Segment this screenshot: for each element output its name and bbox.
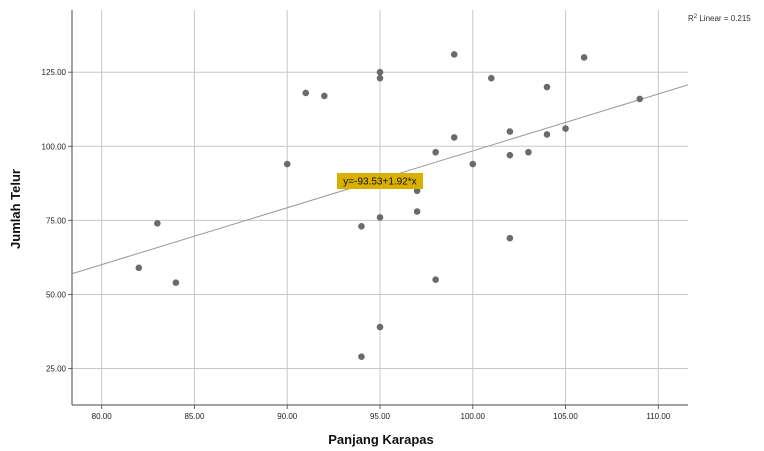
data-point (580, 54, 588, 61)
x-tick-labels: 80.00 85.00 90.00 95.00 100.00 105.00 110.00 (92, 412, 671, 421)
equation-label: y=-93.53+1.92*x (337, 173, 423, 189)
data-point (636, 95, 644, 103)
y-tick-label: 50.00 (46, 290, 67, 299)
data-point (450, 134, 458, 141)
data-point (358, 223, 365, 230)
x-tick-label: 95.00 (370, 412, 391, 421)
data-point (432, 276, 439, 283)
data-point (562, 125, 569, 132)
x-axis-title: Panjang Karapas (328, 432, 434, 447)
axes (68, 10, 688, 409)
data-points (135, 51, 644, 360)
data-point (283, 160, 291, 168)
y-tick-label: 75.00 (46, 216, 67, 225)
data-point (543, 131, 551, 138)
y-tick-label: 125.00 (42, 68, 67, 77)
data-point (413, 187, 421, 195)
x-tick-label: 80.00 (92, 412, 113, 421)
data-point (469, 160, 477, 168)
data-point (321, 92, 328, 100)
data-point (543, 83, 551, 91)
data-point (450, 51, 458, 58)
x-tick-label: 105.00 (553, 412, 578, 421)
y-tick-label: 100.00 (42, 142, 67, 151)
y-tick-label: 25.00 (46, 365, 67, 374)
data-point (376, 68, 384, 76)
equation-label-box (337, 173, 423, 189)
y-tick-labels: 25.00 50.00 75.00 100.00 125.00 (42, 68, 67, 373)
data-point (376, 214, 384, 221)
data-point (506, 234, 514, 242)
y-axis-title: Jumlah Telur (8, 169, 23, 249)
x-tick-label: 110.00 (646, 412, 670, 421)
data-point (506, 128, 514, 135)
x-tick-label: 100.00 (461, 412, 486, 421)
equation-label-text: y=-93.53+1.92*x (343, 177, 416, 188)
grid-lines (72, 10, 688, 405)
data-point (154, 220, 161, 227)
data-point (135, 264, 143, 272)
data-point (376, 323, 384, 331)
data-point (413, 208, 421, 215)
data-point (358, 353, 365, 360)
data-point (525, 148, 532, 156)
data-point (172, 279, 180, 286)
data-point (432, 148, 439, 156)
data-point (302, 89, 310, 97)
data-point (506, 151, 514, 159)
data-point (488, 74, 495, 82)
x-tick-label: 85.00 (184, 412, 205, 421)
x-tick-label: 90.00 (277, 412, 298, 421)
r2-label: R2 Linear = 0.215 (688, 14, 751, 23)
data-point (376, 74, 384, 82)
